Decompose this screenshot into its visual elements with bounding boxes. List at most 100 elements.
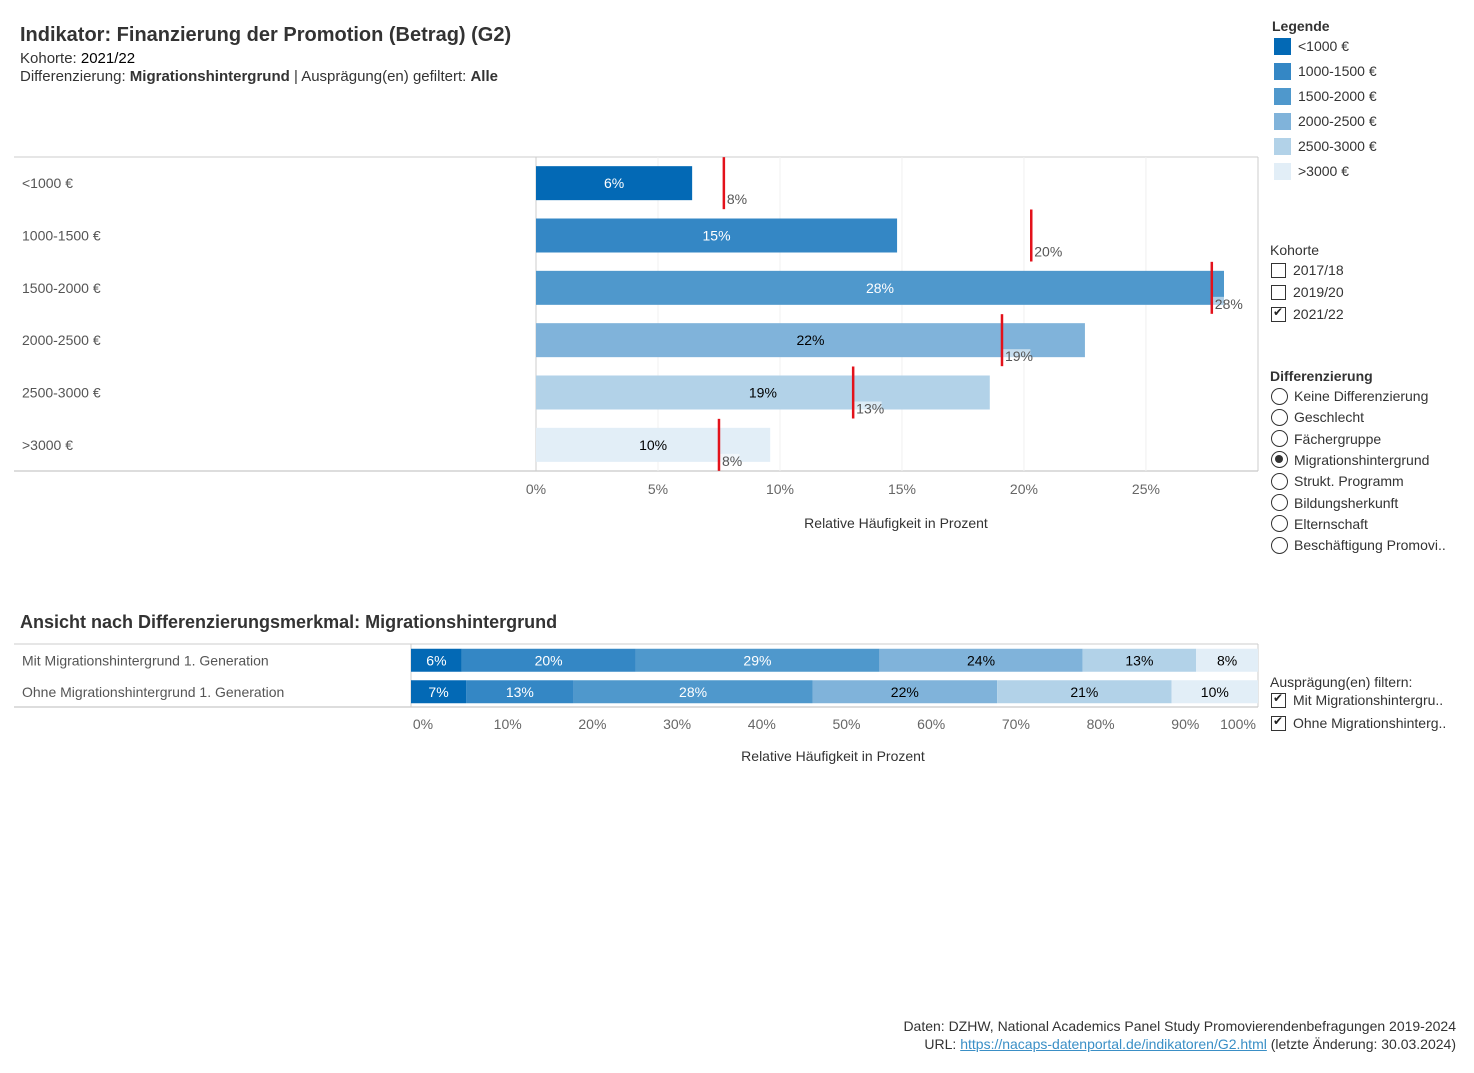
checkbox-label: Ohne Migrationshinterg.. (1293, 715, 1447, 731)
kohorte-filter-title: Kohorte (1270, 242, 1320, 258)
chart2-bar-segment (812, 680, 998, 704)
legend-item[interactable]: 1500-2000 € (1274, 86, 1377, 106)
chart2-segment-label: 29% (743, 652, 771, 668)
chart2-segment-label: 28% (679, 684, 707, 700)
auspraegung-option[interactable]: Ohne Migrationshinterg.. (1271, 713, 1446, 733)
chart1-bar-label: 19% (749, 385, 777, 401)
radio-button[interactable] (1271, 387, 1288, 405)
chart2-x-tick-label: 30% (663, 716, 691, 732)
checkbox-label: Mit Migrationshintergru.. (1293, 692, 1444, 708)
chart2-category-label: Ohne Migrationshintergrund 1. Generation (22, 684, 284, 700)
filter-value: Alle (470, 68, 498, 85)
legend-swatch (1274, 87, 1291, 105)
chart2-x-tick-label: 80% (1087, 716, 1115, 732)
legend-item[interactable]: <1000 € (1274, 36, 1349, 56)
legend-item[interactable]: 2000-2500 € (1274, 111, 1377, 131)
radio-button[interactable] (1271, 536, 1288, 554)
checkbox[interactable] (1271, 284, 1286, 300)
footer-url-link[interactable]: https://nacaps-datenportal.de/indikatore… (960, 1036, 1267, 1052)
chart2-segment-label: 8% (1217, 652, 1237, 668)
chart2-bar-segment (1196, 648, 1258, 672)
chart1-x-tick-label: 15% (888, 481, 916, 497)
chart1-category-label: <1000 € (22, 175, 73, 191)
differenzierung-option[interactable]: Beschäftigung Promovi.. (1271, 535, 1446, 555)
differenzierung-line: Differenzierung: Migrationshintergrund |… (20, 68, 498, 85)
chart2-x-tick-label: 70% (1002, 716, 1030, 732)
chart1-category-label: 2000-2500 € (22, 332, 101, 348)
chart2-bar-segment (461, 648, 636, 672)
checkbox[interactable] (1271, 262, 1286, 278)
chart1-x-tick-label: 5% (648, 481, 668, 497)
legend-label: 1000-1500 € (1298, 63, 1377, 79)
chart2-x-tick-label: 20% (578, 716, 606, 732)
chart1-category-label: 1500-2000 € (22, 280, 101, 296)
radio-label: Bildungsherkunft (1294, 494, 1399, 511)
kohorte-option[interactable]: 2021/22 (1271, 304, 1344, 324)
checkbox-label: 2019/20 (1293, 284, 1344, 300)
differenzierung-option[interactable]: Keine Differenzierung (1271, 386, 1428, 406)
radio-button[interactable] (1271, 451, 1288, 469)
radio-button[interactable] (1271, 430, 1288, 448)
legend-item[interactable]: 1000-1500 € (1274, 61, 1377, 81)
checkbox[interactable] (1271, 691, 1286, 708)
differenzierung-option[interactable]: Bildungsherkunft (1271, 493, 1398, 513)
radio-button[interactable] (1271, 494, 1288, 511)
chart1-bar (536, 270, 1224, 305)
legend-item[interactable]: >3000 € (1274, 161, 1349, 181)
chart1-reference-label: 8% (722, 453, 742, 469)
chart2-segment-label: 7% (428, 684, 448, 700)
radio-label: Elternschaft (1294, 515, 1368, 532)
chart1-category-label: 1000-1500 € (22, 228, 101, 244)
chart1-x-tick-label: 0% (526, 481, 546, 497)
chart1-x-tick-label: 10% (766, 481, 794, 497)
page-title: Indikator: Finanzierung der Promotion (B… (20, 24, 512, 46)
chart2-bar-segment (466, 680, 574, 704)
checkbox-label: 2021/22 (1293, 306, 1344, 322)
kohorte-option[interactable]: 2017/18 (1271, 260, 1344, 280)
chart1-bar-label: 28% (866, 280, 894, 296)
chart2-bar-segment (573, 680, 813, 704)
radio-label: Geschlecht (1294, 409, 1365, 426)
chart1-reference-label: 28% (1215, 296, 1243, 312)
auspraegung-option[interactable]: Mit Migrationshintergru.. (1271, 690, 1443, 710)
chart1-bar (536, 375, 990, 410)
radio-button[interactable] (1271, 408, 1288, 426)
differenzierung-option[interactable]: Elternschaft (1271, 514, 1368, 534)
footer-url-suffix: (letzte Änderung: 30.03.2024) (1266, 1036, 1456, 1052)
differenzierung-option[interactable]: Strukt. Programm (1271, 471, 1404, 491)
chart2-bar-segment (635, 648, 880, 672)
chart1-bar (536, 218, 898, 253)
kohorte-label: Kohorte: (20, 50, 81, 67)
chart1-reference-label-bg (1032, 244, 1060, 259)
diff-value: Migrationshintergrund (129, 68, 290, 85)
chart1-category-label: >3000 € (22, 437, 73, 453)
radio-button[interactable] (1271, 472, 1288, 490)
auspraegung-filter-title: Ausprägung(en) filtern: (1270, 674, 1413, 690)
chart2-segment-label: 20% (535, 652, 563, 668)
radio-button[interactable] (1271, 515, 1288, 533)
chart2-bar-segment (411, 648, 462, 672)
differenzierung-option[interactable]: Migrationshintergrund (1271, 450, 1429, 470)
chart1-bar (536, 166, 693, 201)
differenzierung-option[interactable]: Fächergruppe (1271, 429, 1381, 449)
chart1-bar-label: 22% (796, 332, 824, 348)
kohorte-line: Kohorte: 2021/22 (20, 50, 135, 67)
chart1-reference-label: 13% (856, 401, 884, 417)
chart2-segment-label: 13% (506, 684, 534, 700)
chart2-x-tick-label: 40% (748, 716, 776, 732)
chart1-x-tick-label: 20% (1010, 481, 1038, 497)
chart2-x-tick-label: 0% (413, 716, 433, 732)
legend-label: 2000-2500 € (1298, 113, 1377, 129)
differenzierung-option[interactable]: Geschlecht (1271, 407, 1364, 427)
footer-source: Daten: DZHW, National Academics Panel St… (903, 1018, 1456, 1034)
chart2-segment-label: 24% (967, 652, 995, 668)
checkbox[interactable] (1271, 714, 1286, 731)
legend-item[interactable]: 2500-3000 € (1274, 136, 1377, 156)
chart2-x-tick-label: 90% (1171, 716, 1199, 732)
legend-swatch (1274, 162, 1291, 180)
checkbox[interactable] (1271, 305, 1286, 322)
chart1-bar (536, 323, 1085, 358)
chart2-bar-segment (1171, 680, 1258, 704)
kohorte-option[interactable]: 2019/20 (1271, 282, 1344, 302)
